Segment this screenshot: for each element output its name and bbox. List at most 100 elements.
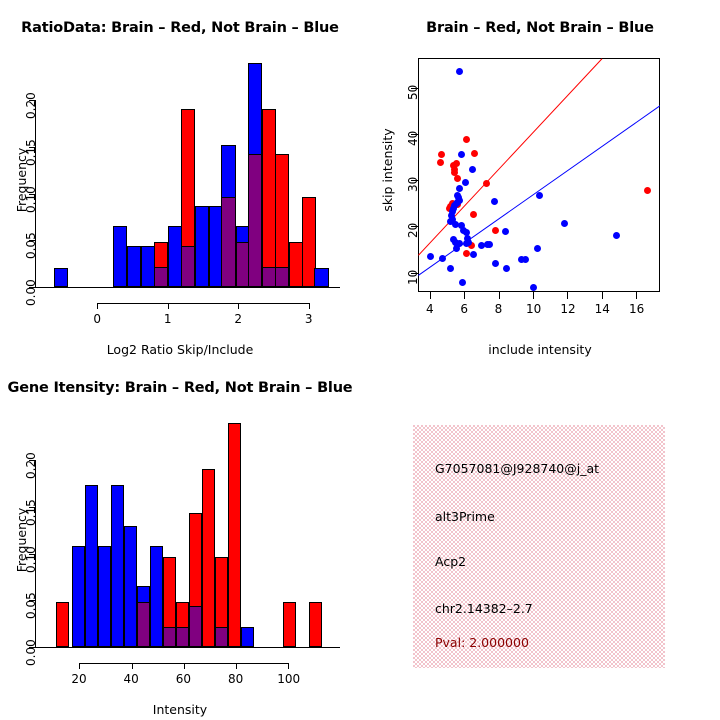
histogram-bar xyxy=(55,602,69,647)
histogram-bar-overlap xyxy=(189,605,203,647)
x-tick xyxy=(183,663,185,669)
x-tick-label: 20 xyxy=(71,672,87,686)
histogram-bar xyxy=(283,602,297,647)
scatter-point xyxy=(612,232,620,240)
y-tick-label: 0.05 xyxy=(24,232,38,260)
x-tick xyxy=(97,303,99,309)
x-tick-label: 100 xyxy=(277,672,301,686)
y-tick xyxy=(29,147,36,148)
histogram-bar-overlap xyxy=(136,602,150,647)
histogram-bar xyxy=(149,546,163,647)
scatter-point xyxy=(462,229,470,237)
x-tick-rail xyxy=(97,303,309,304)
scatter-point xyxy=(502,265,510,273)
scatter-point xyxy=(491,198,499,206)
gene-info-panel: G7057081@J928740@j_at alt3Prime Acp2 chr… xyxy=(413,425,665,668)
histogram-bar xyxy=(194,205,209,287)
y-tick-label: 0.15 xyxy=(24,139,38,166)
scatter-point xyxy=(470,250,478,258)
intensity-scatter-title: Brain – Red, Not Brain – Blue xyxy=(426,20,654,36)
histogram-bar xyxy=(314,268,329,287)
intensity-scatter-panel: Brain – Red, Not Brain – Blue skip inten… xyxy=(360,0,720,360)
scatter-point xyxy=(485,240,493,248)
x-tick-label: 0 xyxy=(93,312,101,326)
x-tick xyxy=(430,292,431,299)
scatter-point xyxy=(644,186,652,194)
scatter-point xyxy=(456,68,464,76)
scatter-point xyxy=(522,256,530,264)
x-tick xyxy=(79,663,81,669)
y-tick-label: 20 xyxy=(406,223,420,239)
x-tick xyxy=(498,292,500,299)
y-tick xyxy=(411,272,418,274)
scatter-point xyxy=(450,235,458,243)
x-tick-label: 16 xyxy=(628,302,645,316)
scatter-point xyxy=(530,284,538,292)
y-tick-label: 30 xyxy=(406,177,420,193)
histogram-bar xyxy=(84,484,98,647)
gene-intensity-xlabel: Intensity xyxy=(152,702,208,717)
y-tick xyxy=(29,507,36,508)
y-tick xyxy=(411,226,418,228)
histogram-bar xyxy=(309,602,323,647)
x-tick xyxy=(601,292,603,299)
histogram-bar-overlap xyxy=(162,627,176,647)
scatter-point xyxy=(459,279,467,287)
histogram-bar xyxy=(53,268,68,287)
scatter-point xyxy=(438,255,446,263)
scatter-point xyxy=(482,180,490,188)
scatter-point xyxy=(470,210,478,218)
scatter-point xyxy=(534,244,542,252)
x-tick xyxy=(288,663,290,669)
y-tick-label: 0.05 xyxy=(24,592,38,620)
x-tick-label: 8 xyxy=(494,302,503,316)
x-tick xyxy=(238,303,240,309)
scatter-point xyxy=(461,178,469,186)
x-tick-label: 40 xyxy=(123,672,139,686)
scatter-point xyxy=(451,220,459,228)
gene-intensity-plot-area: 0.00 0.05 0.10 0.15 0.20 20 40 60 80 100 xyxy=(0,360,360,720)
scatter-point xyxy=(452,160,460,168)
y-tick-label: 0.00 xyxy=(24,639,38,666)
x-tick xyxy=(532,292,534,299)
histogram-bar xyxy=(126,245,142,287)
y-tick xyxy=(29,240,36,242)
scatter-point xyxy=(491,226,499,234)
histogram-bar xyxy=(97,546,111,647)
x-axis-line xyxy=(36,647,340,648)
y-tick-label: 0.20 xyxy=(24,92,38,120)
scatter-point xyxy=(535,192,543,200)
plot-frame xyxy=(418,58,660,292)
scatter-point xyxy=(492,260,500,268)
histogram-bar xyxy=(123,525,137,647)
scatter-point xyxy=(453,245,461,253)
histogram-bar-overlap xyxy=(221,197,236,287)
x-axis-line xyxy=(36,287,340,288)
x-tick-label: 12 xyxy=(560,302,576,316)
y-tick xyxy=(29,460,36,462)
histogram-bar-overlap xyxy=(175,627,189,647)
x-tick-label: 80 xyxy=(228,672,244,686)
histogram-bar xyxy=(301,197,316,287)
scatter-point xyxy=(457,222,465,230)
histogram-bar-overlap xyxy=(153,267,168,287)
histogram-bar-overlap xyxy=(275,267,290,287)
histogram-bar xyxy=(241,627,255,647)
x-tick-label: 60 xyxy=(175,672,192,686)
y-tick xyxy=(411,180,418,182)
scatter-point xyxy=(462,136,470,144)
scatter-point xyxy=(478,241,486,249)
pval-text: Pval: 2.000000 xyxy=(435,635,529,650)
x-tick-label: 2 xyxy=(234,312,242,326)
scatter-point xyxy=(450,169,458,177)
scatter-point xyxy=(462,249,470,257)
scatter-point xyxy=(437,150,445,158)
y-tick xyxy=(411,134,418,136)
ratio-histogram-title: RatioData: Brain – Red, Not Brain – Blue xyxy=(21,20,339,36)
brain-fit xyxy=(418,58,603,256)
probe-id-text: G7057081@J928740@j_at xyxy=(435,461,600,476)
histogram-bar xyxy=(202,468,216,647)
y-tick xyxy=(29,100,36,102)
ratio-histogram-xlabel: Log2 Ratio Skip/Include xyxy=(106,342,254,357)
